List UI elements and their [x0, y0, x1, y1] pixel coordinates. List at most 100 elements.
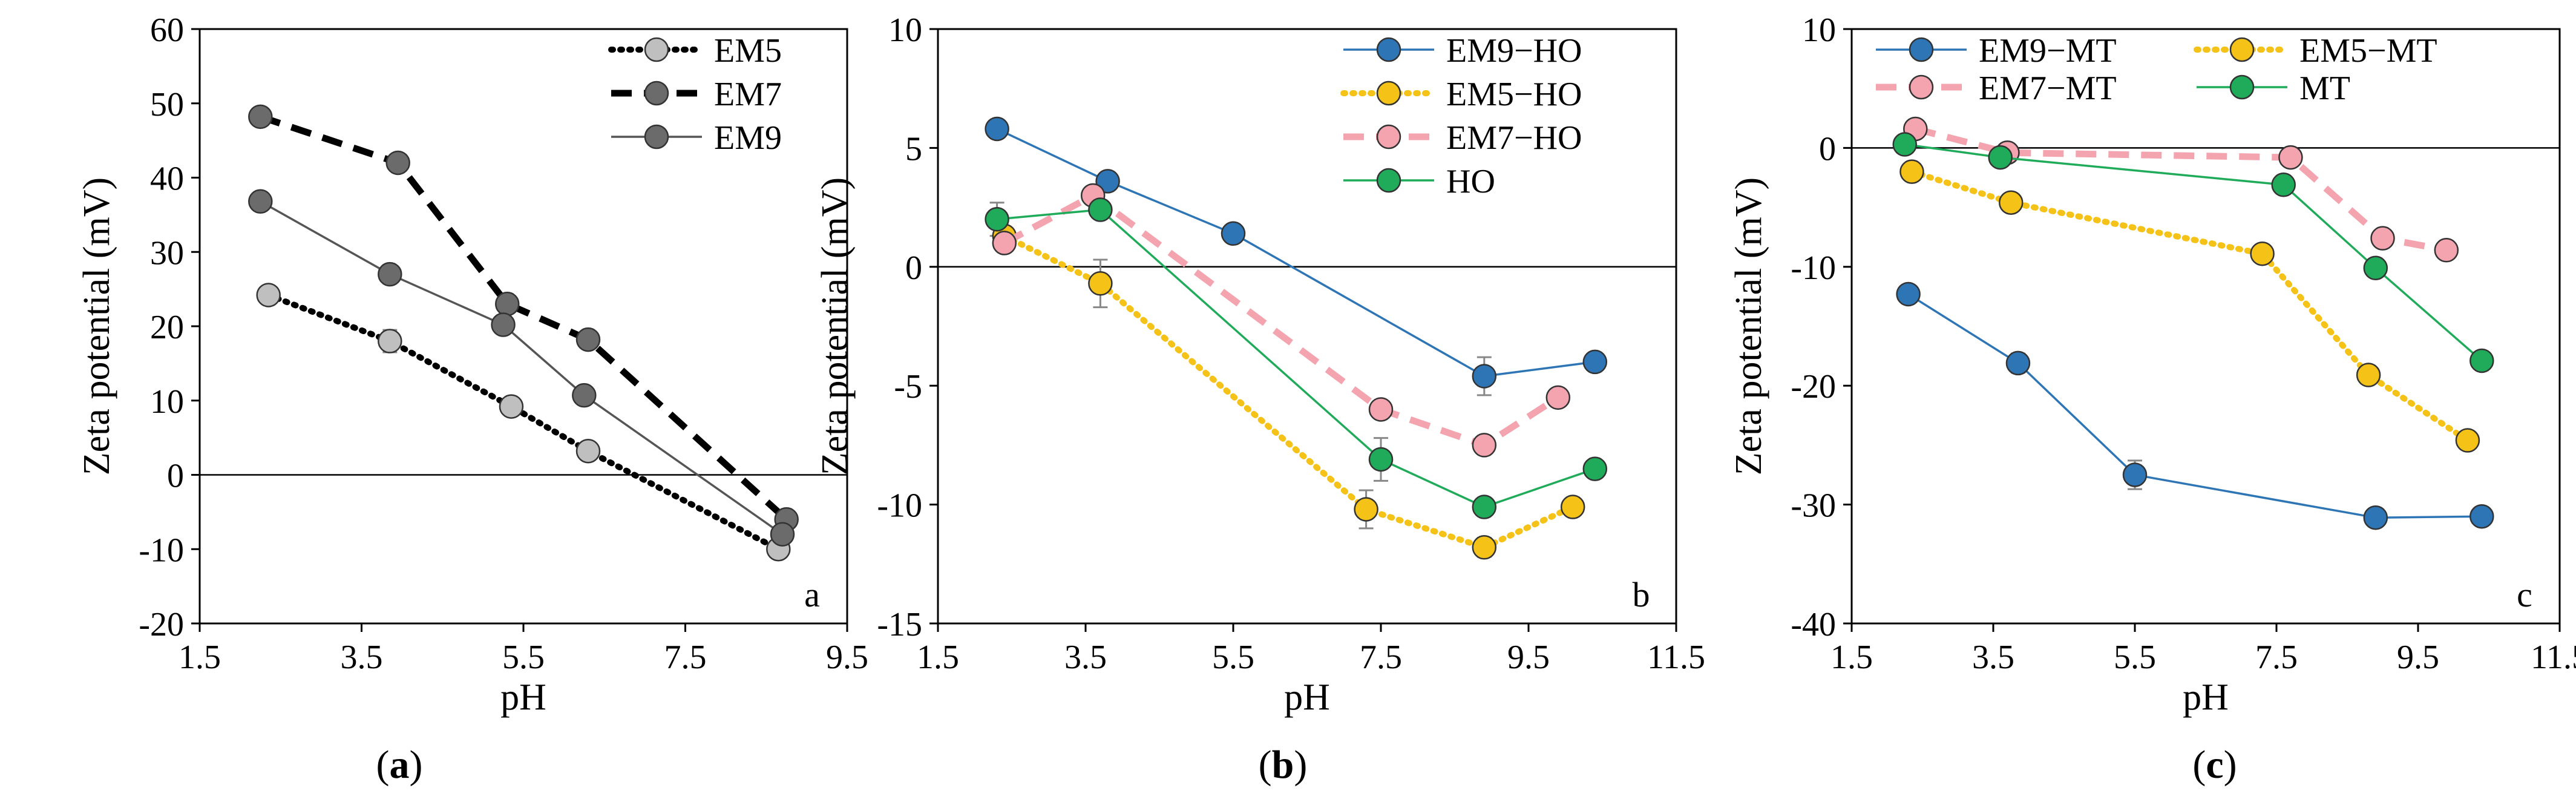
x-tick-label: 5.5	[2114, 639, 2156, 676]
x-tick-label: 1.5	[1830, 639, 1873, 676]
x-tick-label: 1.5	[179, 639, 221, 676]
legend-label: EM5−HO	[1446, 76, 1582, 113]
y-tick-label: 50	[150, 86, 184, 123]
data-point	[1472, 495, 1497, 519]
data-point	[1354, 497, 1378, 522]
x-tick-label: 7.5	[1360, 639, 1402, 676]
y-axis-label: Zeta potential (mV)	[814, 177, 856, 475]
series-line	[1907, 293, 2482, 519]
series-line	[260, 200, 784, 536]
series-line	[996, 128, 1596, 378]
legend-label: EM9−MT	[1979, 32, 2117, 70]
legend-label: EM9−HO	[1446, 32, 1582, 70]
x-tick-label: 9.5	[826, 639, 868, 676]
y-tick-label: -5	[894, 368, 922, 406]
data-point	[1368, 397, 1394, 422]
data-point	[1988, 145, 2013, 170]
x-tick-label: 9.5	[1507, 639, 1550, 676]
x-tick-label: 7.5	[664, 639, 707, 676]
legend-label: EM7	[714, 76, 782, 113]
data-point	[770, 522, 795, 547]
data-point	[2005, 350, 2031, 376]
caption-close: )	[1294, 743, 1307, 787]
y-tick-label: -10	[1791, 249, 1836, 287]
data-point	[575, 438, 601, 464]
x-tick-label: 9.5	[2397, 639, 2439, 676]
y-tick-label: -20	[1791, 368, 1836, 406]
data-point	[248, 189, 273, 214]
legend: EM9−MT EM5−MT EM7−MT MT	[1876, 32, 2437, 107]
caption-close: )	[2224, 743, 2237, 787]
y-tick-label: 0	[905, 249, 922, 287]
panel-letter: c	[2517, 575, 2532, 614]
series-em7-ho	[992, 183, 1571, 458]
y-tick-label: -10	[877, 487, 922, 525]
legend-marker	[1909, 37, 1934, 62]
x-tick-label: 3.5	[1972, 639, 2014, 676]
x-tick-label: 5.5	[502, 639, 545, 676]
panel-caption: (b)	[1259, 743, 1308, 787]
y-tick-label: -30	[1791, 487, 1836, 525]
data-point	[1582, 349, 1608, 375]
series-mt	[1892, 132, 2494, 373]
data-point	[2271, 173, 2296, 197]
series-em9	[248, 189, 795, 547]
legend-marker	[2229, 37, 2255, 62]
caption-letter: c	[2206, 743, 2223, 787]
legend: EM5 EM7 EM9	[608, 32, 782, 157]
chart-panel-a: -20 -10 0 10 20 30 40 50 60 1.5 3.5 5.5 7.5 9.5 pH Zeta…	[76, 12, 868, 787]
legend-label: HO	[1446, 163, 1495, 200]
legend-marker	[1376, 124, 1401, 150]
y-tick-label: -40	[1791, 606, 1836, 643]
data-point	[2363, 505, 2388, 530]
data-point	[1582, 456, 1608, 481]
data-point	[378, 261, 402, 287]
series-line	[265, 292, 782, 553]
series-line	[997, 208, 1596, 508]
data-point	[495, 291, 520, 317]
data-point	[2469, 504, 2494, 529]
legend-marker	[2229, 74, 2255, 100]
data-point	[2370, 226, 2395, 251]
data-point	[2363, 255, 2388, 281]
data-point	[2250, 241, 2275, 266]
y-tick-label: 10	[888, 12, 922, 49]
series-em9-mt	[1896, 281, 2494, 530]
y-tick-label: 60	[150, 12, 184, 49]
data-point	[491, 312, 516, 337]
legend: EM9−HO EM5−HO EM7−HO HO	[1340, 32, 1582, 200]
data-point	[2434, 238, 2459, 263]
data-point	[378, 329, 402, 353]
caption-letter: a	[390, 743, 410, 787]
caption-open: (	[1259, 743, 1272, 787]
legend-marker	[644, 37, 669, 62]
panel-letter: b	[1633, 575, 1650, 614]
x-tick-label: 5.5	[1212, 639, 1254, 676]
series-em5	[256, 283, 791, 562]
series-em9-ho	[985, 116, 1608, 389]
y-tick-label: 0	[1819, 130, 1836, 168]
data-point	[1896, 281, 1921, 307]
series-line	[259, 113, 789, 522]
data-point	[499, 394, 524, 419]
data-point	[1545, 385, 1571, 410]
data-point	[2356, 363, 2381, 387]
panel-letter: a	[804, 575, 820, 614]
data-point	[1472, 535, 1497, 560]
data-point	[385, 150, 410, 176]
caption-letter: b	[1272, 743, 1294, 787]
legend-marker	[644, 81, 669, 106]
legend-label: EM9	[714, 119, 782, 157]
data-point	[2455, 428, 2480, 453]
data-point	[1472, 364, 1497, 389]
legend-label: EM7−HO	[1446, 119, 1582, 157]
data-point	[985, 116, 1009, 142]
legend-label: EM5−MT	[2299, 32, 2437, 70]
series-em7-mt	[1903, 116, 2459, 263]
caption-open: (	[2192, 743, 2206, 787]
x-tick-label: 3.5	[341, 639, 383, 676]
data-point	[1095, 169, 1120, 194]
legend-marker	[1909, 74, 1934, 100]
data-point	[1088, 271, 1113, 296]
data-point	[1560, 495, 1585, 519]
